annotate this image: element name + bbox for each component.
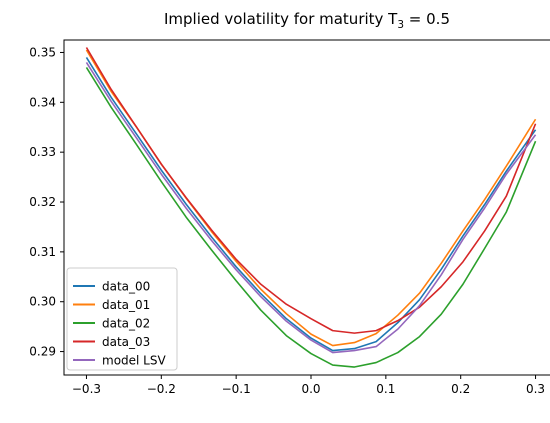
legend-label: data_03 xyxy=(102,335,150,349)
y-tick-label: 0.30 xyxy=(29,295,56,309)
legend-label: model LSV xyxy=(102,354,166,368)
y-tick-label: 0.31 xyxy=(29,245,56,259)
x-axis: −0.3 −0.2 −0.1 0.0 0.1 0.2 0.3 xyxy=(72,375,545,396)
x-tick-label: 0.3 xyxy=(526,382,545,396)
legend-label: data_02 xyxy=(102,317,150,331)
x-tick-label: −0.2 xyxy=(147,382,176,396)
chart-title-tail: = 0.5 xyxy=(404,10,450,28)
chart-title-subscript: 3 xyxy=(397,19,404,31)
series-line-data_00 xyxy=(85,57,537,352)
x-tick-label: 0.2 xyxy=(451,382,470,396)
series-line-data_02 xyxy=(85,66,537,368)
y-axis: 0.29 0.30 0.31 0.32 0.33 0.34 0.35 xyxy=(29,45,64,359)
series-line-data_03 xyxy=(85,47,537,334)
y-tick-label: 0.32 xyxy=(29,195,56,209)
legend-label: data_01 xyxy=(102,298,150,312)
x-tick-label: 0.0 xyxy=(301,382,320,396)
y-tick-label: 0.33 xyxy=(29,145,56,159)
x-tick-label: 0.1 xyxy=(376,382,395,396)
x-tick-label: −0.1 xyxy=(222,382,251,396)
chart-title: Implied volatility for maturity T3 = 0.5 xyxy=(164,10,450,31)
chart-title-main: Implied volatility for maturity T xyxy=(164,10,398,28)
y-tick-label: 0.29 xyxy=(29,345,56,359)
legend-label: data_00 xyxy=(102,280,150,294)
x-tick-label: −0.3 xyxy=(72,382,101,396)
series-line-model-lsv xyxy=(85,62,537,354)
plot-lines xyxy=(85,47,537,368)
legend-box xyxy=(66,267,178,371)
y-tick-label: 0.34 xyxy=(29,95,56,109)
y-tick-label: 0.35 xyxy=(29,45,56,59)
